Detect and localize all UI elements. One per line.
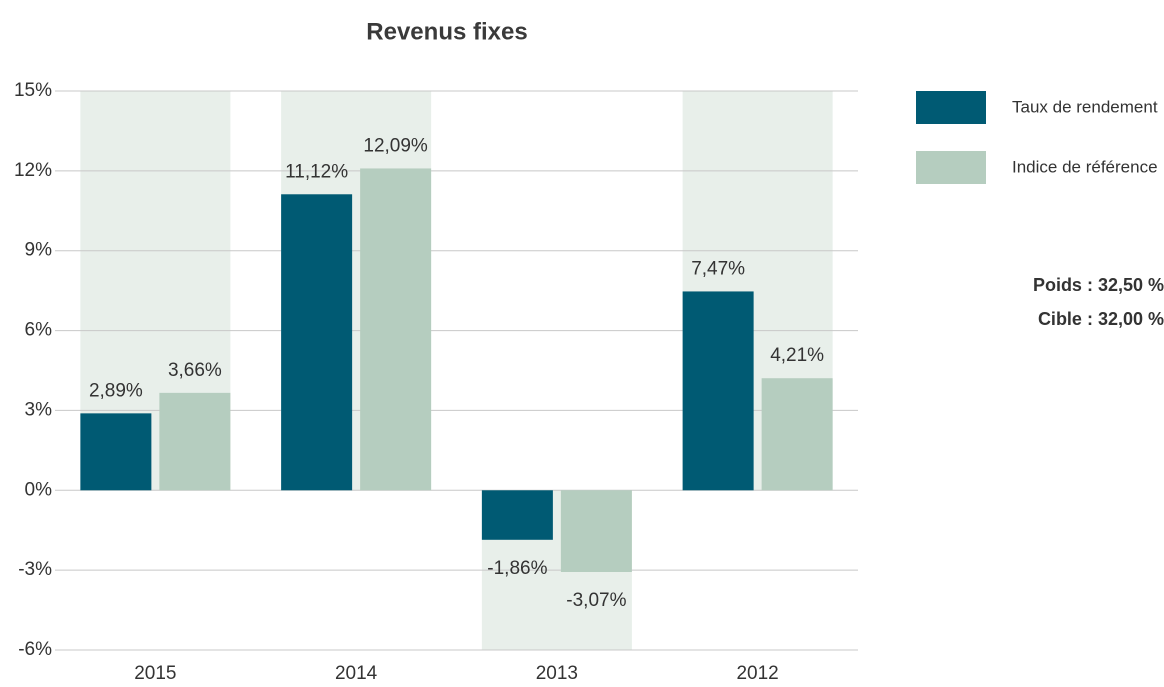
data-label: 2,89% — [89, 380, 143, 401]
bar — [80, 413, 152, 491]
y-tick-label: 6% — [25, 320, 53, 341]
bar — [281, 194, 353, 491]
y-tick-label: 0% — [25, 479, 53, 500]
bar — [682, 291, 754, 491]
x-tick-label: 2015 — [134, 663, 176, 684]
data-label: 12,09% — [363, 135, 428, 156]
bar — [481, 490, 553, 540]
data-label: 4,21% — [770, 345, 824, 366]
x-tick-label: 2012 — [736, 663, 778, 684]
data-label: 11,12% — [285, 161, 348, 182]
data-label: -3,07% — [566, 590, 626, 611]
annotation: Cible : 32,00 % — [1038, 309, 1164, 329]
bar — [560, 490, 632, 573]
bar — [761, 378, 833, 491]
x-tick-label: 2014 — [335, 663, 378, 684]
data-label: 7,47% — [691, 258, 745, 279]
annotation: Poids : 32,50 % — [1033, 275, 1164, 295]
bar — [159, 392, 231, 491]
chart-title: Revenus fixes — [366, 18, 527, 45]
y-tick-label: 3% — [25, 399, 53, 420]
legend-swatch — [916, 151, 986, 184]
bar — [360, 168, 432, 491]
x-tick-label: 2013 — [536, 663, 578, 684]
y-tick-label: 15% — [14, 80, 52, 101]
y-tick-label: -3% — [18, 559, 52, 580]
y-tick-label: 9% — [25, 240, 53, 261]
legend-label: Taux de rendement — [1012, 97, 1158, 116]
legend-label: Indice de référence — [1012, 157, 1158, 176]
y-tick-label: 12% — [14, 160, 52, 181]
y-tick-label: -6% — [18, 639, 52, 660]
legend-swatch — [916, 91, 986, 124]
data-label: -1,86% — [487, 558, 547, 579]
data-label: 3,66% — [168, 360, 222, 381]
